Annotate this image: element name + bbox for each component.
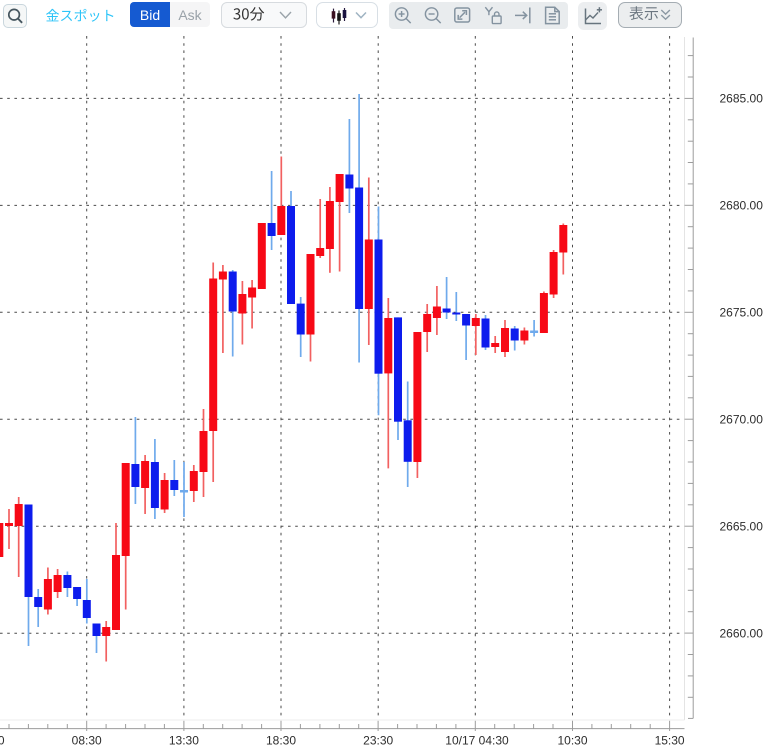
- svg-text:2670.00: 2670.00: [720, 413, 764, 427]
- svg-text:18:30: 18:30: [266, 734, 296, 748]
- svg-text:23:30: 23:30: [363, 734, 393, 748]
- svg-text:10/17 04:30: 10/17 04:30: [445, 734, 509, 748]
- svg-text:08:30: 08:30: [72, 734, 102, 748]
- svg-text:10:30: 10:30: [557, 734, 587, 748]
- svg-text:2660.00: 2660.00: [720, 627, 764, 641]
- svg-text:03:30: 03:30: [0, 734, 5, 748]
- svg-text:2680.00: 2680.00: [720, 199, 764, 213]
- svg-text:2665.00: 2665.00: [720, 520, 764, 534]
- svg-text:15:30: 15:30: [655, 734, 685, 748]
- svg-text:13:30: 13:30: [169, 734, 199, 748]
- svg-text:2675.00: 2675.00: [720, 306, 764, 320]
- svg-text:2685.00: 2685.00: [720, 92, 764, 106]
